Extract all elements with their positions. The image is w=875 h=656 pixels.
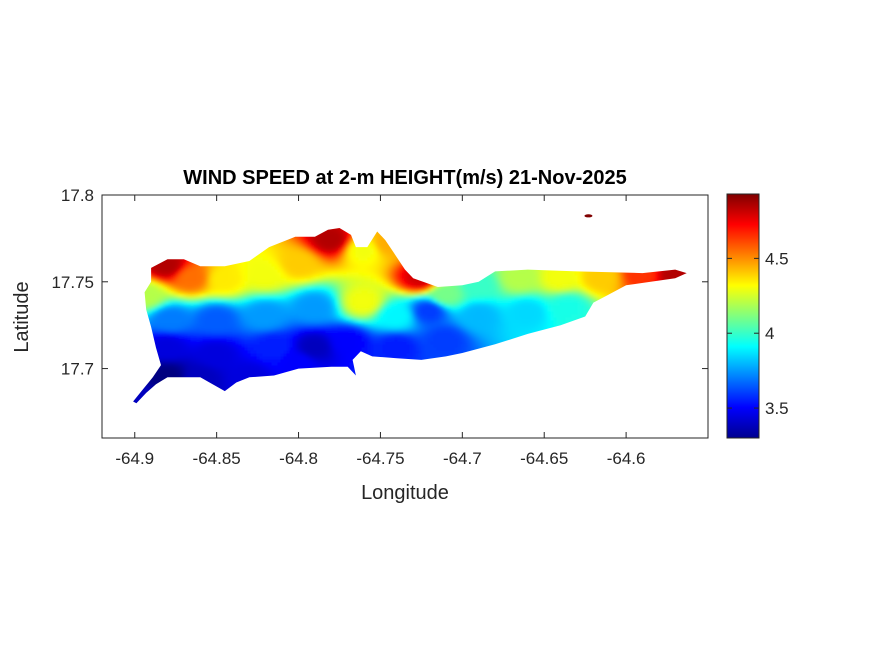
x-axis-ticks: -64.9 -64.85 -64.8 -64.75 -64.7 -64.65 -64.6 xyxy=(115,195,645,468)
colorbar-tick-label-2: 4.5 xyxy=(765,249,789,268)
colorbar-gradient xyxy=(727,194,759,438)
colorbar-tick-label-1: 4 xyxy=(765,324,774,343)
islets xyxy=(584,214,593,218)
y-axis-ticks: 17.7 17.75 17.8 xyxy=(51,186,708,379)
x-tick-label-4: -64.7 xyxy=(443,449,482,468)
x-tick-label-3: -64.75 xyxy=(356,449,404,468)
y-tick-label-1: 17.75 xyxy=(51,273,94,292)
colorbar-tick-label-0: 3.5 xyxy=(765,399,789,418)
x-axis-label: Longitude xyxy=(361,482,449,504)
x-tick-label-2: -64.8 xyxy=(279,449,318,468)
x-tick-label-0: -64.9 xyxy=(115,449,154,468)
x-tick-label-6: -64.6 xyxy=(607,449,646,468)
y-tick-label-0: 17.7 xyxy=(61,360,94,379)
colorbar-box xyxy=(726,193,760,439)
chart-title: WIND SPEED at 2-m HEIGHT(m/s) 21-Nov-202… xyxy=(183,167,626,189)
y-axis-label: Latitude xyxy=(11,281,33,352)
colorbar: 3.5 4 4.5 xyxy=(726,193,789,439)
x-tick-label-1: -64.85 xyxy=(193,449,241,468)
islet-0 xyxy=(584,214,593,218)
x-tick-label-5: -64.65 xyxy=(520,449,568,468)
plot-area: -64.9 -64.85 -64.8 -64.75 -64.7 -64.65 -64.6 1… xyxy=(51,186,709,468)
colorbar-ticks: 3.5 4 4.5 xyxy=(727,249,789,418)
y-tick-label-2: 17.8 xyxy=(61,186,94,205)
axes-box xyxy=(101,194,709,439)
